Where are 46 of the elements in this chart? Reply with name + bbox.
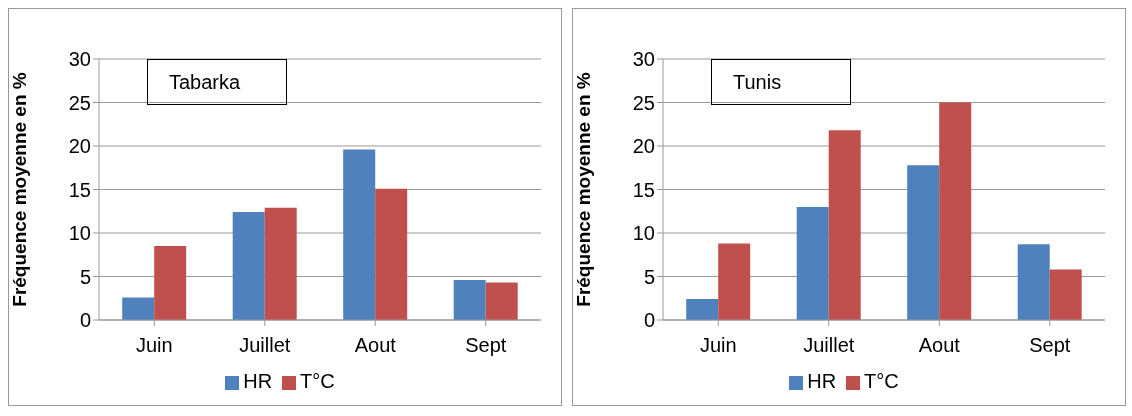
x-tick-label: Aout (354, 334, 397, 357)
bar (1017, 244, 1050, 320)
bar (718, 243, 751, 320)
bar (232, 212, 265, 320)
bar (1049, 269, 1082, 320)
y-axis-title: Fréquence moyenne en % (8, 72, 30, 307)
y-tick-label: 0 (79, 309, 91, 332)
y-tick-label: 25 (68, 91, 91, 114)
y-tick-label: 20 (68, 135, 91, 158)
y-tick-label: 5 (79, 265, 91, 288)
legend-label: T°C (864, 370, 899, 392)
y-tick-label: 15 (68, 178, 91, 201)
y-tick-label: 10 (632, 222, 655, 245)
bar (796, 206, 829, 320)
x-tick-label: Aout (918, 334, 961, 357)
y-tick-label: 30 (68, 48, 91, 71)
y-axis-title: Fréquence moyenne en % (572, 72, 594, 307)
text: Tabarka (169, 70, 241, 95)
legend-label: HR (807, 370, 837, 392)
y-tick-label: 0 (643, 309, 655, 332)
bar (686, 299, 719, 320)
bar (375, 188, 408, 320)
x-tick-label: Juillet (239, 334, 291, 357)
bar (828, 130, 861, 320)
text: Tunis (733, 70, 782, 95)
bar (264, 207, 297, 320)
bar (154, 246, 187, 320)
x-tick-label: Juin (699, 334, 737, 357)
bar (907, 165, 940, 320)
bar (453, 279, 486, 320)
x-tick-label: Sept (465, 334, 507, 357)
bar (122, 297, 155, 320)
y-tick-label: 5 (643, 265, 655, 288)
x-tick-label: Sept (1029, 334, 1071, 357)
y-tick-label: 10 (68, 222, 91, 245)
x-tick-label: Juin (135, 334, 173, 357)
legend-label: T°C (300, 370, 335, 392)
y-tick-label: 30 (632, 48, 655, 71)
bar (343, 149, 376, 320)
y-tick-label: 25 (632, 91, 655, 114)
legend-label: HR (243, 370, 273, 392)
y-tick-label: 20 (632, 135, 655, 158)
bar (939, 102, 972, 320)
bar (485, 282, 518, 320)
x-tick-label: Juillet (803, 334, 855, 357)
y-tick-label: 15 (632, 178, 655, 201)
